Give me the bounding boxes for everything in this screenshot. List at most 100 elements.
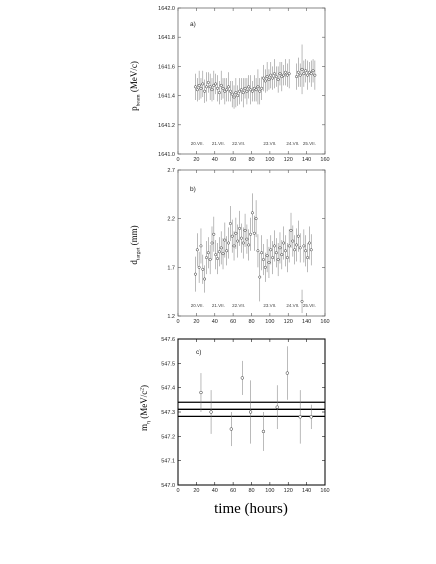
point-marker [282,241,286,245]
day-marker-label: 20.VII. [191,303,204,308]
data-point [291,225,295,257]
point-marker [276,78,280,81]
point-marker [245,89,249,93]
point-marker [201,267,205,271]
panel-b-label: b) [190,186,196,193]
point-marker [263,79,267,83]
panel-c-label: c) [196,349,201,356]
day-marker-label: 22.VII. [232,303,245,308]
data-point [228,206,232,242]
point-marker [230,234,234,238]
x-tick-label: 0 [176,488,179,494]
data-point [248,380,253,444]
data-point [230,219,234,253]
data-point [227,227,230,259]
data-point [271,241,275,275]
data-point [254,200,258,238]
data-point [309,404,313,430]
panel-b-x-ticks: 0 20 40 60 80 100 120 140 160 [176,170,330,325]
x-tick-label: 40 [212,157,218,163]
x-tick-label: 140 [302,157,311,163]
point-marker [203,277,207,281]
data-point [236,85,240,106]
point-marker [221,86,225,90]
data-point [274,238,278,268]
day-marker-label: 23.VII. [263,303,276,308]
point-marker [291,239,295,243]
data-point [298,390,302,444]
data-point [267,69,271,90]
x-tick-label: 40 [212,488,218,494]
data-point [276,243,280,277]
point-marker [296,70,300,74]
panel-c-data-points [199,346,313,451]
data-point [285,63,289,87]
data-point [203,265,207,293]
data-point [225,78,229,102]
data-point [260,76,264,100]
data-point [221,238,225,270]
point-marker [298,415,302,419]
data-point [273,59,276,89]
point-marker [267,261,271,264]
point-marker [261,429,266,434]
data-point [261,412,266,451]
data-point [258,78,262,105]
day-marker-label: 22.VII. [232,141,245,146]
point-marker [260,251,264,255]
point-marker [287,244,291,248]
point-marker [243,86,247,90]
point-marker [236,239,240,243]
y-tick-label: 1641.4 [158,94,175,100]
y-tick-label: 547.4 [161,386,175,392]
point-marker [274,75,278,79]
data-point [239,78,243,102]
data-point [256,234,260,268]
point-marker [210,241,214,245]
panel-b-y-ticks: 1.2 1.7 2.2 2.7 [167,168,325,320]
data-point [278,62,282,86]
data-point [214,240,218,270]
y-tick-label: 1.7 [167,265,175,271]
data-point [273,230,276,262]
x-tick-label: 100 [265,157,274,163]
point-marker [306,73,309,77]
point-marker [241,91,245,95]
x-tick-label: 60 [230,319,236,325]
data-point [195,78,199,102]
x-axis-title: time (hours) [214,501,288,517]
data-point [282,226,286,260]
x-tick-label: 40 [212,319,218,325]
point-marker [234,91,238,95]
panel-b-target-position: b) 1.2 1.7 2.2 2.7 0 20 40 60 80 100 120 140 160 20… [129,168,330,325]
y-tick-label: 1641.2 [158,123,175,129]
point-marker [254,217,258,221]
point-marker [240,376,244,380]
day-marker-label: 21.VII. [212,303,225,308]
panel-a-x-ticks: 0 20 40 60 80 100 120 140 160 [176,8,330,163]
data-point [230,81,234,108]
panel-a-y-ticks: 1641.0 1641.2 1641.4 1641.6 1641.8 1642.0 [158,6,325,158]
point-marker [243,228,247,232]
data-point [240,360,244,395]
point-marker [197,265,201,269]
point-marker [261,258,265,261]
day-marker-label: 23.VII. [263,141,276,146]
point-marker [285,371,289,375]
point-marker [258,89,262,93]
point-marker [199,390,203,395]
data-point [234,217,238,249]
data-point [197,251,201,283]
data-point [208,244,212,275]
point-marker [267,78,271,81]
point-marker [247,85,251,89]
data-point [271,66,275,90]
data-point [263,69,267,93]
data-point [300,44,304,95]
point-marker [234,231,238,235]
data-point [219,231,223,265]
point-marker [304,69,308,73]
point-marker [307,70,311,74]
point-marker [302,72,306,76]
data-point [209,390,213,434]
